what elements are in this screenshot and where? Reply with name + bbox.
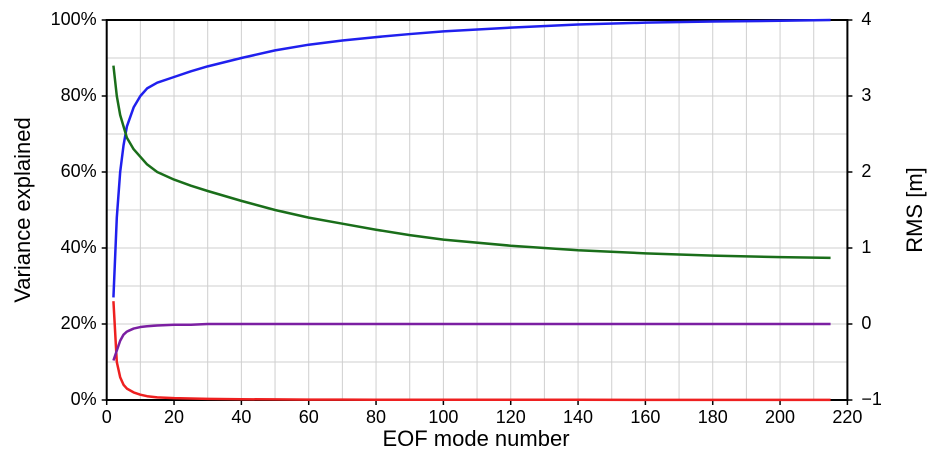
x-tick-label: 40 [231,407,251,427]
y-tick-label: 40% [61,237,97,257]
y-tick-label: 20% [61,313,97,333]
y-tick-label: 0% [71,389,97,409]
y2-tick-label: 2 [861,161,871,181]
y2-tick-label: 3 [861,85,871,105]
y2-tick-label: −1 [861,389,882,409]
x-tick-label: 0 [102,407,112,427]
x-tick-label: 120 [496,407,526,427]
y-tick-label: 100% [51,9,97,29]
series-line [112,18,831,298]
x-tick-label: 180 [698,407,728,427]
x-tick-label: 220 [832,407,862,427]
x-tick-label: 80 [366,407,386,427]
x-tick-label: 100 [428,407,458,427]
y-axis-label: Variance explained [10,117,35,303]
y2-tick-label: 1 [861,237,871,257]
series-line [112,301,831,402]
x-tick-label: 200 [765,407,795,427]
x-tick-label: 60 [299,407,319,427]
series-line [112,322,831,361]
x-tick-label: 20 [164,407,184,427]
y2-tick-label: 0 [861,313,871,333]
x-tick-label: 140 [563,407,593,427]
series-line [112,65,831,260]
x-axis-label: EOF mode number [382,426,569,451]
x-tick-label: 160 [630,407,660,427]
y2-axis-label: RMS [m] [902,167,927,253]
y-tick-label: 60% [61,161,97,181]
y-tick-label: 80% [61,85,97,105]
y2-tick-label: 4 [861,9,871,29]
